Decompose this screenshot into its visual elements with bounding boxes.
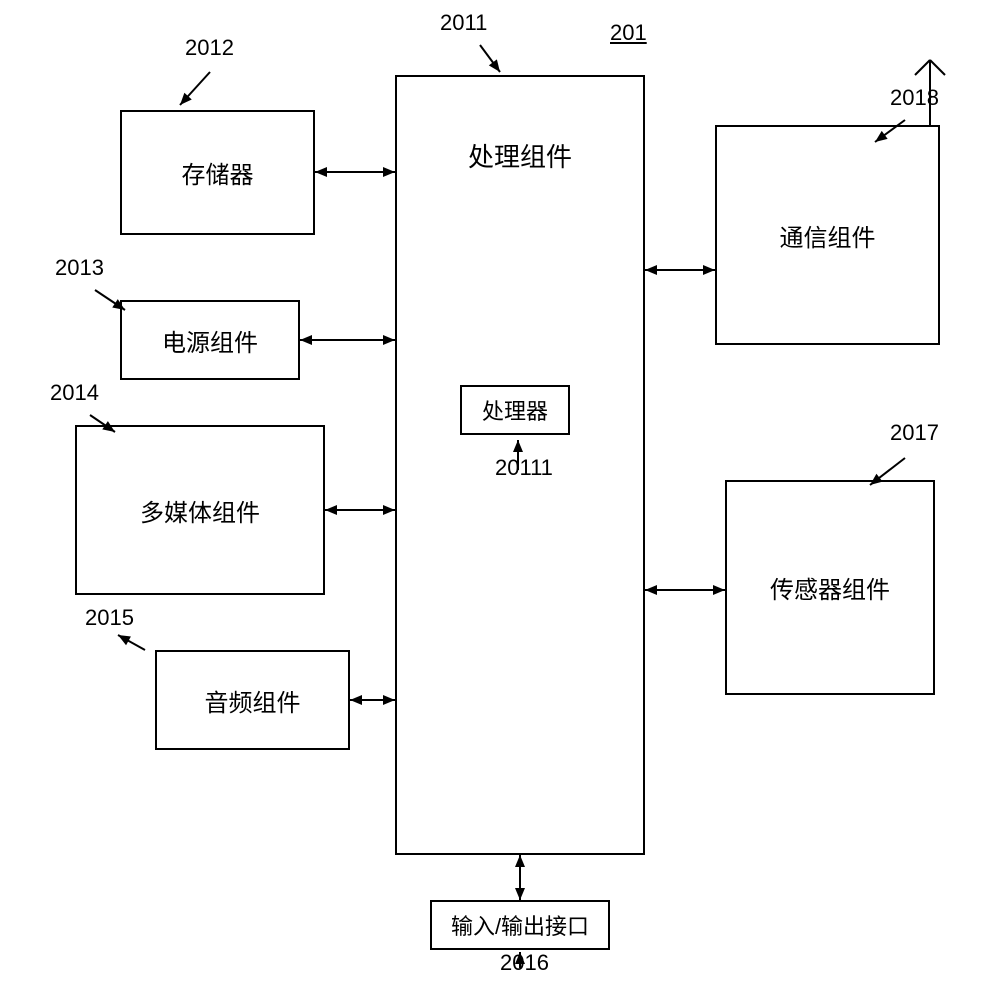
svg-text:2018: 2018 [890, 85, 939, 110]
processor-box: 处理器 [460, 385, 570, 435]
processing-component-label: 处理组件 [468, 137, 572, 174]
svg-text:2014: 2014 [50, 380, 99, 405]
svg-text:2016: 2016 [500, 950, 549, 975]
processing-component-box: 处理组件 [395, 75, 645, 855]
figure-reference-201: 201 [610, 20, 647, 46]
io-interface-label: 输入/输出接口 [451, 909, 589, 941]
multimedia-component-label: 多媒体组件 [140, 493, 260, 528]
communication-component-box: 通信组件 [715, 125, 940, 345]
power-component-label: 电源组件 [162, 323, 258, 358]
svg-text:2015: 2015 [85, 605, 134, 630]
svg-text:2012: 2012 [185, 35, 234, 60]
processor-label: 处理器 [482, 394, 548, 426]
memory-label: 存储器 [182, 155, 254, 190]
svg-text:2017: 2017 [890, 420, 939, 445]
audio-component-box: 音频组件 [155, 650, 350, 750]
sensor-component-label: 传感器组件 [770, 570, 890, 605]
audio-component-label: 音频组件 [205, 683, 301, 718]
memory-box: 存储器 [120, 110, 315, 235]
sensor-component-box: 传感器组件 [725, 480, 935, 695]
power-component-box: 电源组件 [120, 300, 300, 380]
io-interface-box: 输入/输出接口 [430, 900, 610, 950]
communication-component-label: 通信组件 [780, 218, 876, 253]
svg-text:2013: 2013 [55, 255, 104, 280]
diagram-stage: 201 处理组件 处理器 存储器 电源组件 多媒体组件 音频组件 通信组件 传感… [0, 0, 987, 1000]
svg-text:2011: 2011 [440, 10, 487, 35]
multimedia-component-box: 多媒体组件 [75, 425, 325, 595]
